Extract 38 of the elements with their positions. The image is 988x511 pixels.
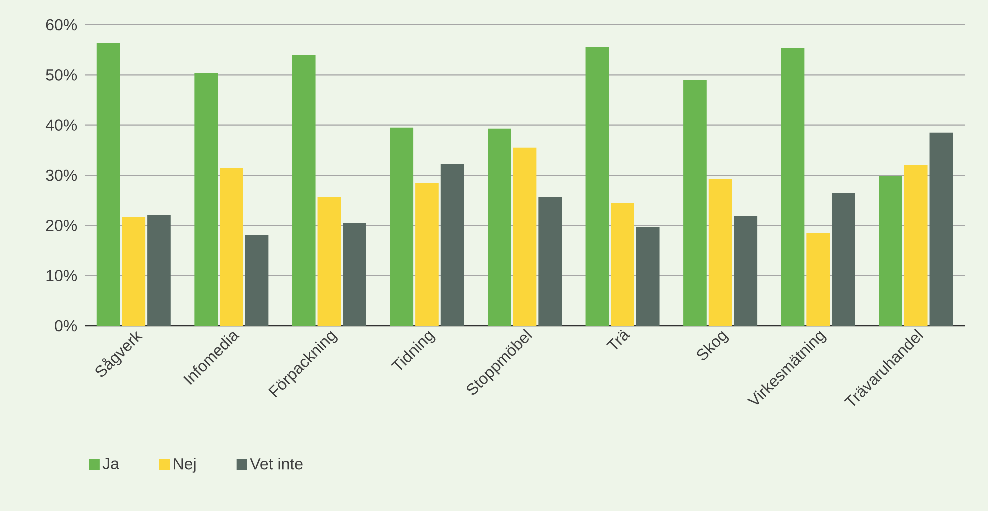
bar	[538, 197, 562, 326]
bar	[904, 164, 928, 326]
bar	[292, 55, 316, 326]
bar	[708, 179, 732, 326]
bar	[684, 80, 707, 326]
y-tick-label: 40%	[46, 120, 78, 131]
y-tick-label: 0%	[55, 320, 78, 332]
bar	[930, 132, 954, 326]
bar	[122, 217, 146, 326]
y-tick-label: 20%	[46, 220, 78, 232]
y-tick-label: 10%	[46, 270, 78, 282]
y-tick-label: 50%	[46, 70, 78, 81]
bar	[832, 193, 856, 326]
bar	[96, 43, 120, 326]
bar	[488, 128, 512, 326]
bar	[611, 203, 634, 326]
bar	[586, 47, 610, 326]
legend-label: Nej	[174, 458, 196, 473]
bar	[513, 148, 537, 326]
bar	[220, 168, 244, 326]
y-tick-label: 30%	[46, 170, 78, 182]
bar	[390, 128, 414, 326]
legend-label: Vet inte	[250, 458, 303, 470]
bar	[636, 227, 660, 326]
bar	[245, 235, 269, 326]
bar	[148, 215, 171, 326]
bar	[318, 197, 342, 326]
bar	[781, 48, 805, 326]
bar	[440, 164, 464, 326]
bar	[343, 223, 366, 326]
bar	[806, 233, 830, 326]
x-tick-label: Trä	[606, 330, 631, 350]
bar	[416, 183, 439, 326]
bar	[734, 216, 758, 326]
bar	[194, 73, 218, 326]
legend-label: Ja	[102, 458, 120, 470]
bar	[879, 176, 902, 326]
y-tick-label: 60%	[46, 19, 78, 31]
